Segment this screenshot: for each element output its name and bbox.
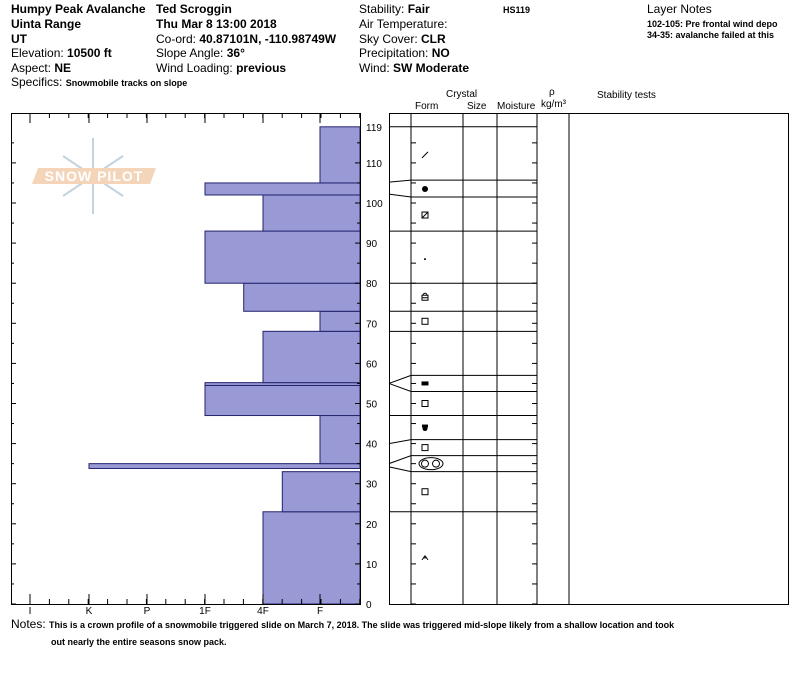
site-title: Humpy Peak Avalanche	[11, 2, 146, 16]
hardness-bar	[319, 310, 361, 332]
slope-angle: Slope Angle: 36°	[156, 46, 245, 60]
layer-boundary	[388, 193, 537, 198]
hardness-tick-label: F	[317, 606, 323, 617]
clustered-rounded-icon	[418, 457, 444, 471]
faceted-rounded-icon	[421, 292, 429, 301]
faceted-crystal-icon	[421, 400, 429, 407]
snowpilot-logo: SNOW PILOT	[32, 138, 156, 214]
moisture-header: Moisture	[497, 101, 536, 112]
stability: Stability: Fair	[359, 2, 430, 16]
layer-notes-title: Layer Notes	[647, 2, 712, 16]
layer-boundary	[388, 179, 537, 183]
height-tick-label: 40	[366, 440, 378, 451]
stability-tests-header: Stability tests	[597, 90, 656, 101]
height-tick-label: 70	[366, 319, 378, 330]
layer-boundary	[388, 439, 537, 445]
hardness-bar	[204, 230, 361, 284]
height-tick-label: 0	[366, 600, 372, 611]
hardness-bar	[88, 463, 361, 469]
hardness-bar	[204, 384, 361, 417]
layer-boundary	[388, 466, 537, 473]
height-tick-label: 20	[366, 520, 378, 531]
form-header: Form	[415, 101, 439, 112]
sky-cover: Sky Cover: CLR	[359, 32, 446, 46]
layer-table-frame	[389, 113, 789, 605]
size-header: Size	[467, 101, 487, 112]
hardness-bar	[204, 182, 361, 196]
hardness-tick-label: 1F	[199, 606, 211, 617]
observer: Ted Scroggin	[156, 2, 232, 16]
air-temperature: Air Temperature:	[359, 17, 448, 31]
height-tick-label: 50	[366, 400, 378, 411]
height-tick-label: 90	[366, 239, 378, 250]
state: UT	[11, 32, 27, 46]
hardness-bar	[281, 471, 361, 513]
melt-form-icon	[422, 424, 428, 432]
hardness-tick-label: I	[29, 606, 32, 617]
layer-boundary	[388, 455, 537, 465]
wind: Wind: SW Moderate	[359, 61, 470, 75]
hardness-bar	[319, 126, 361, 184]
ice-formation-icon	[421, 381, 429, 386]
notes-continued: out nearly the entire seasons snow pack.	[51, 637, 227, 647]
wind-loading: Wind Loading: previous	[156, 61, 287, 75]
hardness-bar	[262, 194, 361, 232]
height-tick-label: 60	[366, 359, 378, 370]
faceted-crystal-icon	[421, 488, 429, 496]
height-tick-label: 119	[366, 123, 382, 134]
hardness-bar	[262, 511, 361, 605]
density-unit: kg/m³	[541, 99, 566, 110]
hardness-tick-label: P	[144, 606, 151, 617]
faceted-crystal-icon	[421, 444, 429, 452]
height-tick-label: 100	[366, 199, 383, 210]
small-grain-icon	[424, 258, 426, 261]
layer-note: 102-105: Pre frontal wind depo	[647, 19, 778, 29]
hardness-tick-label: 4F	[257, 606, 269, 617]
elevation: Elevation: 10500 ft	[11, 46, 112, 60]
melt-freeze-crust-icon	[422, 185, 428, 192]
layer-boundary	[388, 374, 537, 384]
snow-height: HS119	[503, 5, 531, 15]
depth-hoar-icon	[421, 555, 429, 561]
hardness-bar	[319, 415, 361, 465]
height-tick-label: 80	[366, 279, 378, 290]
precipitation: Precipitation: NO	[359, 46, 450, 60]
specifics: Specifics: Snowmobile tracks on slope	[11, 75, 188, 89]
datetime: Thu Mar 8 13:00 2018	[156, 17, 277, 31]
hardness-plot-frame	[11, 113, 361, 605]
hardness-tick-label: K	[86, 606, 93, 617]
notes: Notes: This is a crown profile of a snow…	[11, 617, 675, 631]
rounding-faceted-icon	[421, 211, 429, 219]
density-symbol: ρ	[549, 87, 555, 98]
height-tick-label: 30	[366, 480, 378, 491]
aspect: Aspect: NE	[11, 61, 72, 75]
hardness-bar	[262, 330, 361, 384]
logo-text: SNOW PILOT	[45, 168, 144, 184]
layer-boundary	[388, 382, 537, 392]
faceted-crystal-icon	[421, 317, 429, 325]
decomposing-fragments-icon	[421, 151, 429, 159]
hardness-bar	[243, 282, 361, 312]
layer-note: 34-35: avalanche failed at this	[647, 30, 775, 40]
range: Uinta Range	[11, 17, 82, 31]
crystal-header: Crystal	[446, 89, 478, 100]
coordinates: Co-ord: 40.87101N, -110.98749W	[156, 32, 337, 46]
height-tick-label: 110	[366, 159, 382, 170]
height-tick-label: 10	[366, 560, 378, 571]
